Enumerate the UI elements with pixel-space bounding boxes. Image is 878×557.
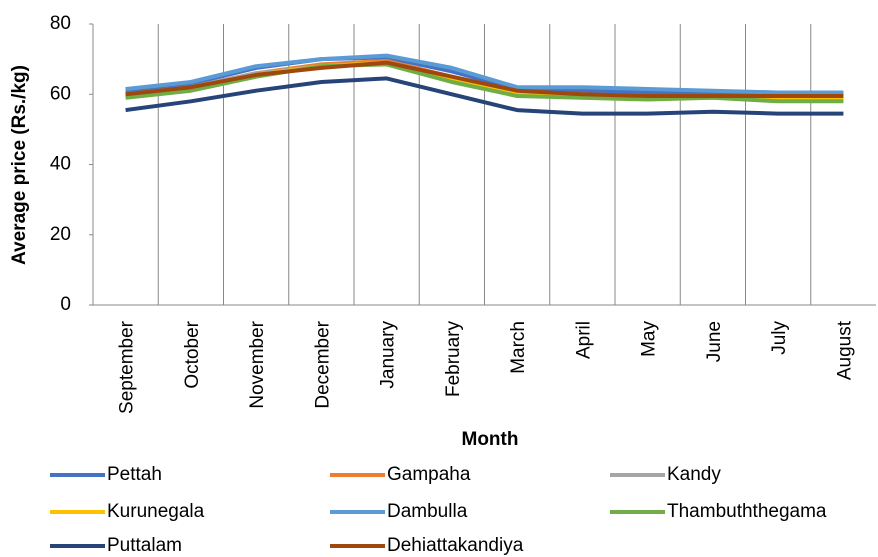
x-axis-label: Month xyxy=(462,429,519,450)
x-tick-label: September xyxy=(117,320,138,414)
legend-label: Dambulla xyxy=(387,501,468,522)
y-tick-label: 20 xyxy=(50,224,71,245)
x-tick-label: March xyxy=(508,321,529,374)
y-tick-label: 80 xyxy=(50,13,71,34)
x-tick-label: February xyxy=(443,321,464,398)
legend-label: Puttalam xyxy=(107,535,182,556)
legend-label: Pettah xyxy=(107,464,162,485)
legend-label: Kurunegala xyxy=(107,501,205,522)
y-tick-label: 60 xyxy=(50,83,71,104)
x-tick-label: July xyxy=(769,321,790,355)
x-tick-label: May xyxy=(639,321,660,357)
y-tick-label: 0 xyxy=(60,294,71,315)
legend-label: Dehiattakandiya xyxy=(387,535,524,556)
x-tick-label: August xyxy=(834,320,855,380)
legend-label: Thambuththegama xyxy=(667,501,827,522)
series-line xyxy=(125,62,844,104)
x-tick-label: November xyxy=(247,320,268,408)
x-tick-label: October xyxy=(182,320,203,388)
series-line xyxy=(125,53,844,95)
legend-label: Kandy xyxy=(667,464,721,485)
legend-label: Gampaha xyxy=(387,464,471,485)
x-tick-label: January xyxy=(378,321,399,389)
x-tick-label: December xyxy=(312,320,333,408)
series-line xyxy=(125,60,844,98)
y-tick-label: 40 xyxy=(50,154,71,175)
y-axis-label: Average price (Rs./kg) xyxy=(9,65,30,265)
x-tick-label: June xyxy=(704,321,725,362)
series-line xyxy=(125,76,844,116)
x-tick-label: April xyxy=(573,321,594,359)
